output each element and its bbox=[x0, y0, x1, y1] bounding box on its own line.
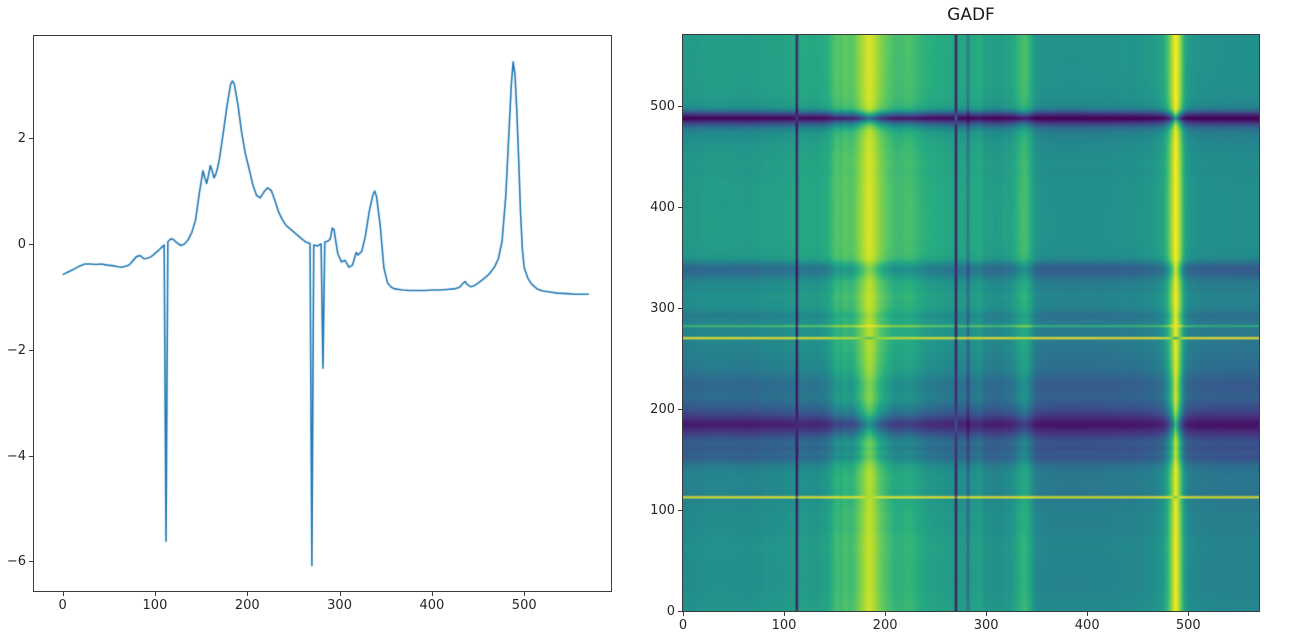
x-tick-label: 100 bbox=[771, 618, 797, 633]
x-tick-label: 300 bbox=[327, 598, 352, 613]
x-tick-mark bbox=[885, 612, 887, 616]
x-tick-label: 0 bbox=[678, 618, 688, 633]
gadf-heatmap-canvas bbox=[683, 35, 1259, 611]
y-tick-mark bbox=[678, 206, 682, 208]
y-tick-mark bbox=[678, 307, 682, 309]
x-tick-label: 200 bbox=[872, 618, 898, 633]
x-tick-mark bbox=[247, 592, 249, 596]
gadf-heatmap: 0 100 200 300 400 500 0 100 200 300 400 500 bbox=[650, 34, 1260, 632]
x-tick-mark bbox=[62, 592, 64, 596]
x-tick-label: 300 bbox=[973, 618, 999, 633]
y-tick-label: 300 bbox=[650, 300, 675, 316]
y-tick-label: −2 bbox=[6, 342, 26, 358]
y-tick-label: 0 bbox=[666, 604, 675, 619]
y-tick-label: −4 bbox=[6, 448, 26, 464]
y-tick-mark bbox=[29, 138, 33, 140]
x-tick-label: 500 bbox=[511, 598, 537, 613]
y-tick-label: 0 bbox=[17, 236, 26, 252]
y-tick-mark bbox=[29, 561, 33, 563]
y-tick-label: 500 bbox=[650, 98, 675, 114]
x-tick-label: 400 bbox=[1074, 618, 1100, 633]
x-tick-label: 0 bbox=[58, 598, 67, 613]
x-tick-mark bbox=[1188, 612, 1190, 616]
y-tick-label: −6 bbox=[6, 554, 26, 570]
x-tick-mark bbox=[154, 592, 156, 596]
y-tick-mark bbox=[29, 455, 33, 457]
line-plot-canvas bbox=[34, 36, 611, 591]
y-tick-mark bbox=[678, 105, 682, 107]
x-tick-label: 400 bbox=[419, 598, 445, 613]
y-tick-label: 100 bbox=[650, 502, 675, 518]
x-tick-mark bbox=[784, 612, 786, 616]
y-tick-mark bbox=[29, 243, 33, 245]
x-tick-label: 100 bbox=[142, 598, 168, 613]
x-tick-mark bbox=[339, 592, 341, 596]
x-tick-mark bbox=[683, 612, 684, 616]
y-tick-mark bbox=[678, 611, 682, 612]
line-plot: 0 100 200 300 400 500 2 0 −2 −4 −6 bbox=[7, 35, 612, 612]
y-tick-label: 200 bbox=[650, 401, 675, 417]
x-tick-mark bbox=[986, 612, 988, 616]
x-tick-mark bbox=[431, 592, 433, 596]
x-tick-label: 500 bbox=[1175, 618, 1201, 633]
y-tick-mark bbox=[678, 509, 682, 511]
y-tick-mark bbox=[29, 349, 33, 351]
x-tick-label: 200 bbox=[234, 598, 260, 613]
y-tick-label: 400 bbox=[650, 199, 675, 215]
gadf-title: GADF bbox=[947, 5, 995, 25]
x-tick-mark bbox=[524, 592, 526, 596]
y-tick-label: 2 bbox=[17, 131, 26, 147]
x-tick-mark bbox=[1087, 612, 1089, 616]
y-tick-mark bbox=[678, 408, 682, 410]
